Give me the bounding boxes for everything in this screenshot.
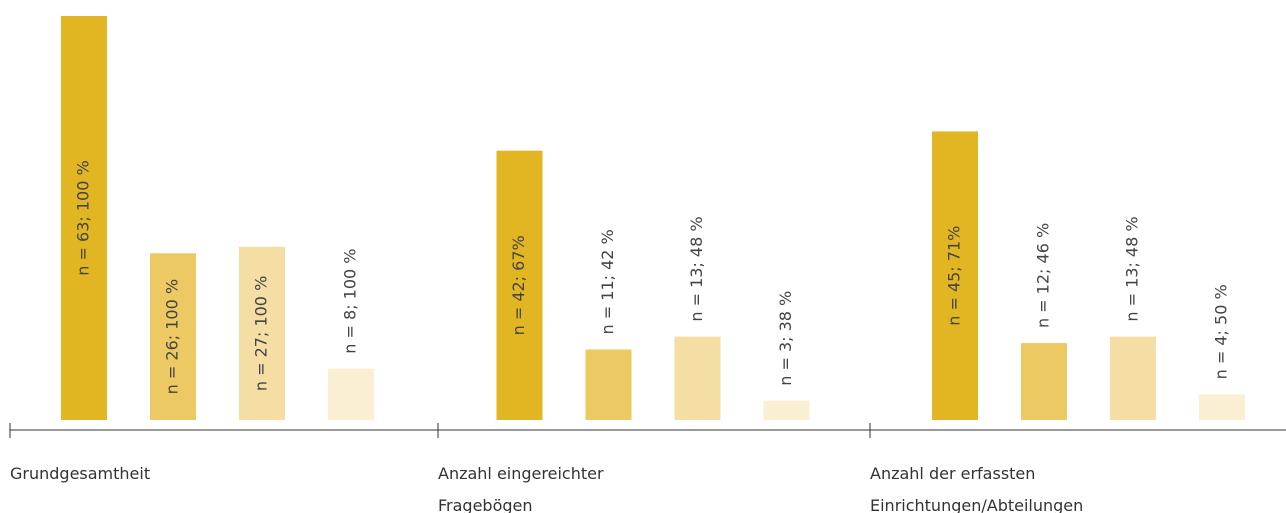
bar [1199, 394, 1245, 420]
value-label: n = 8; 100 % [341, 248, 360, 353]
bar [239, 246, 285, 420]
bar [932, 131, 978, 420]
category-label: Anzahl der erfassten Einrichtungen/Abtei… [870, 464, 1084, 513]
value-label: n = 12; 46 % [1034, 223, 1053, 328]
bar [1021, 343, 1067, 420]
bar [585, 349, 632, 420]
category-label: Grundgesamtheit [10, 464, 151, 483]
bar [763, 400, 810, 420]
bar [328, 368, 374, 420]
value-label: n = 13; 48 % [1123, 216, 1142, 321]
value-label: n = 27; 100 % [252, 276, 271, 391]
value-label: n = 63; 100 % [74, 160, 93, 275]
bar [496, 150, 543, 420]
value-label: n = 4; 50 % [1212, 284, 1231, 379]
category-label: Anzahl eingereichter Fragebögen [438, 464, 604, 513]
value-label: n = 13; 48 % [687, 216, 706, 321]
bar [674, 336, 721, 420]
value-label: n = 42; 67% [509, 235, 528, 335]
bar [150, 253, 196, 420]
value-label: n = 26; 100 % [163, 279, 182, 394]
bar [61, 16, 107, 420]
bar [1110, 336, 1156, 420]
value-label: n = 3; 38 % [776, 291, 795, 386]
value-label: n = 45; 71% [945, 226, 964, 326]
value-label: n = 11; 42 % [598, 229, 617, 334]
